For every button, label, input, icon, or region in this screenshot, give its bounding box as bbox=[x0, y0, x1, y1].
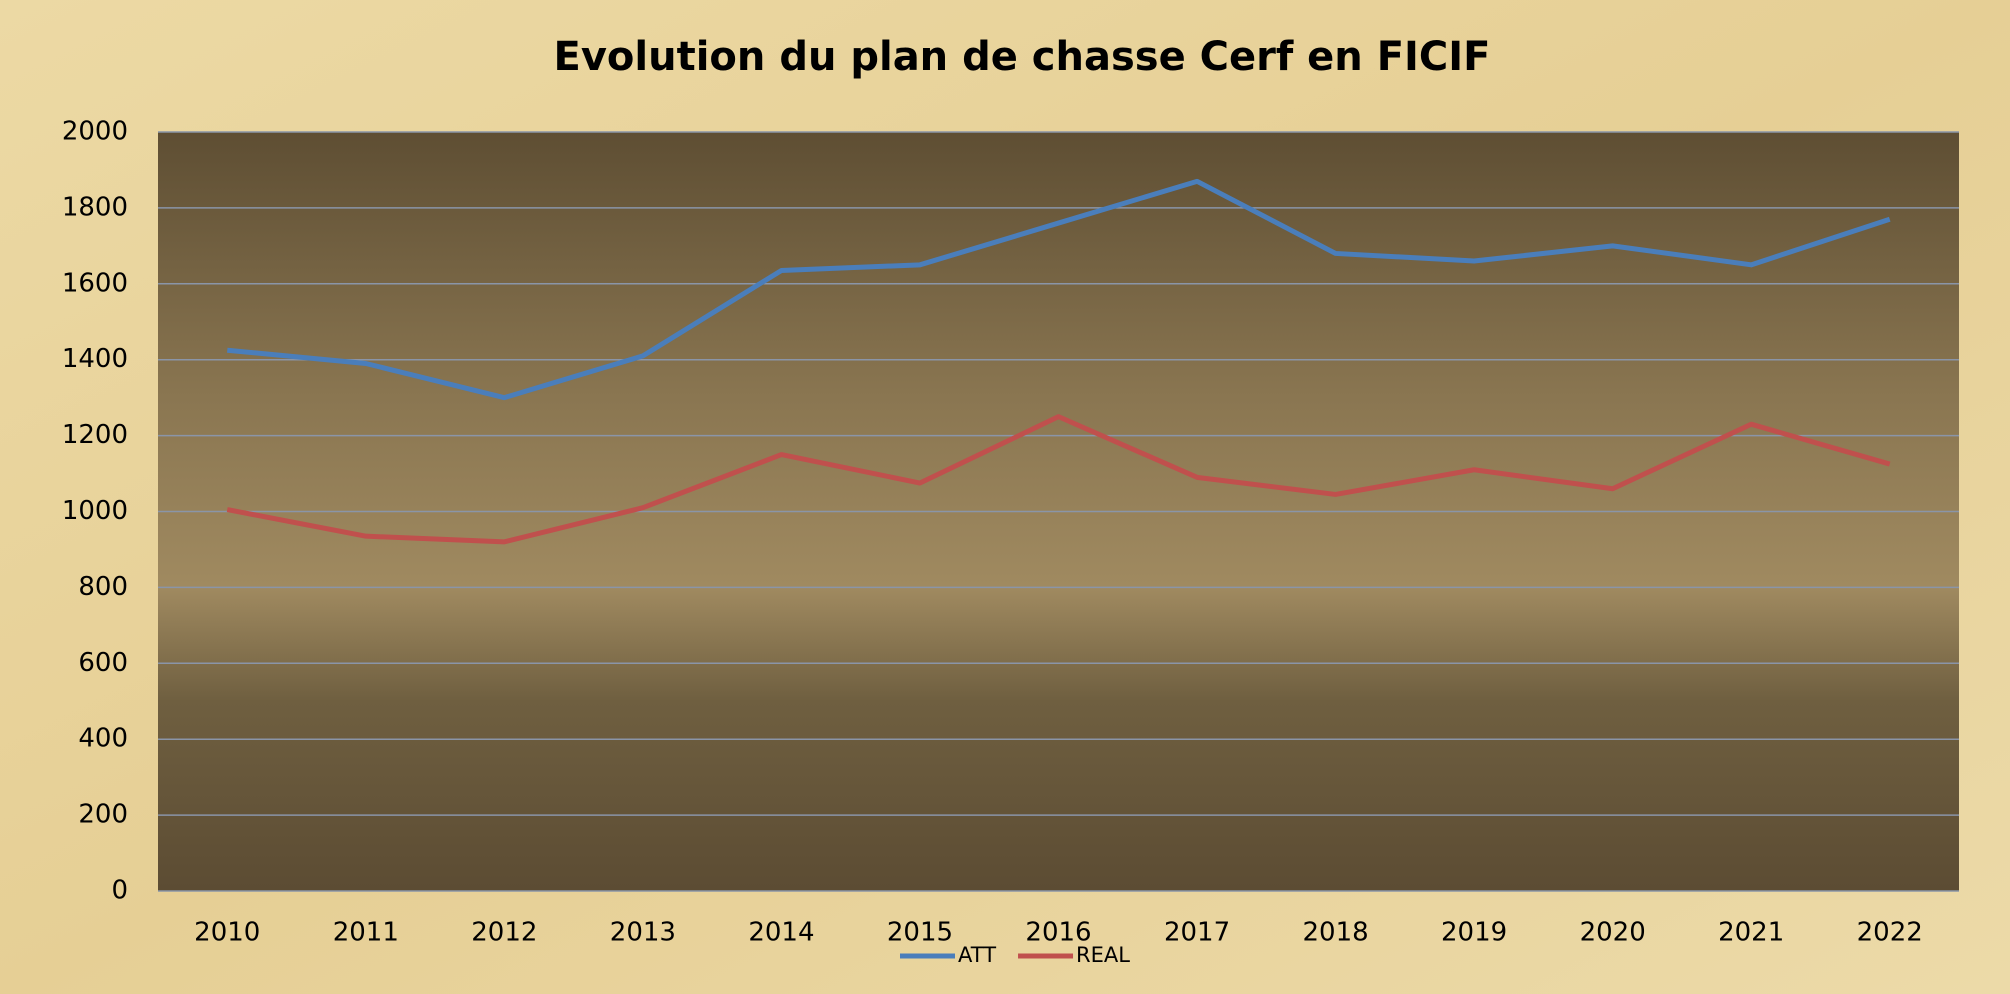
x-tick-label: 2022 bbox=[1857, 918, 1923, 948]
y-tick-label: 400 bbox=[78, 724, 128, 754]
y-tick-label: 1400 bbox=[62, 344, 128, 374]
y-tick-label: 2000 bbox=[62, 117, 128, 147]
x-tick-label: 2012 bbox=[471, 918, 537, 948]
y-tick-label: 200 bbox=[78, 800, 128, 830]
x-tick-label: 2010 bbox=[194, 918, 260, 948]
x-tick-label: 2017 bbox=[1164, 918, 1230, 948]
x-tick-label: 2011 bbox=[333, 918, 399, 948]
x-tick-label: 2021 bbox=[1718, 918, 1784, 948]
x-tick-label: 2015 bbox=[887, 918, 953, 948]
chart-title: Evolution du plan de chasse Cerf en FICI… bbox=[554, 34, 1491, 80]
legend-label: REAL bbox=[1076, 943, 1130, 967]
y-tick-label: 800 bbox=[78, 572, 128, 602]
x-tick-label: 2013 bbox=[610, 918, 676, 948]
y-tick-label: 1600 bbox=[62, 268, 128, 298]
x-tick-label: 2020 bbox=[1580, 918, 1646, 948]
y-tick-label: 1000 bbox=[62, 496, 128, 526]
chart: Evolution du plan de chasse Cerf en FICI… bbox=[0, 0, 2010, 994]
y-tick-label: 1200 bbox=[62, 420, 128, 450]
y-tick-label: 1800 bbox=[62, 192, 128, 222]
x-tick-label: 2014 bbox=[748, 918, 814, 948]
y-tick-label: 0 bbox=[111, 876, 128, 906]
x-tick-label: 2019 bbox=[1441, 918, 1507, 948]
y-tick-label: 600 bbox=[78, 648, 128, 678]
legend-label: ATT bbox=[958, 943, 996, 967]
x-tick-label: 2018 bbox=[1302, 918, 1368, 948]
